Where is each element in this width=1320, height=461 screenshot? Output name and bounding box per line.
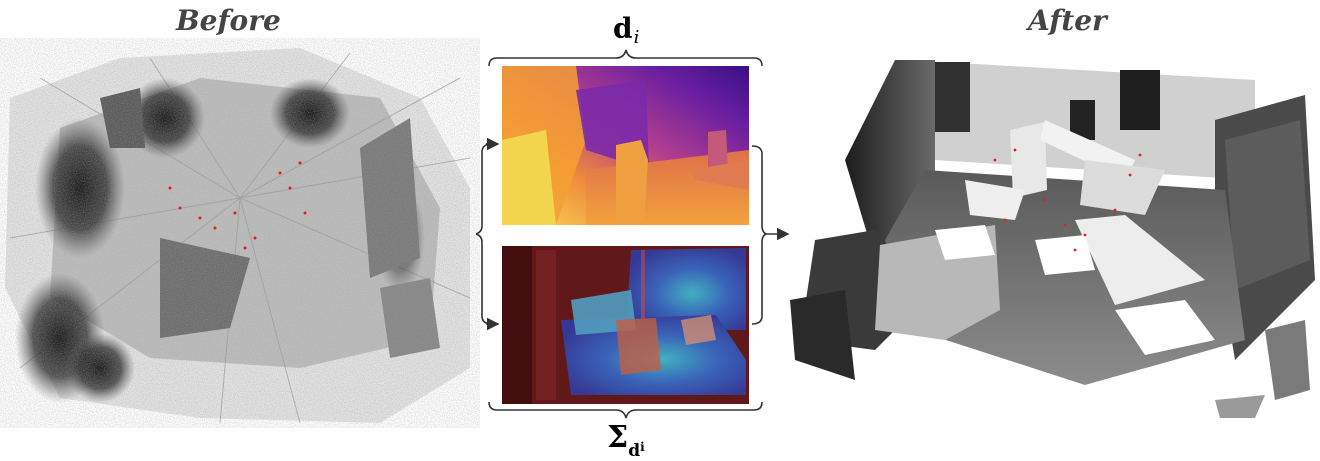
depth-label: di: [613, 12, 640, 48]
top-bracket: [488, 49, 763, 67]
center-diagram: [473, 0, 796, 455]
uncertainty-label: Σdi: [607, 420, 645, 461]
left-input-bracket: [473, 143, 493, 325]
bottom-bracket: [488, 401, 763, 419]
after-title: After: [1028, 4, 1107, 37]
after-reconstruction-image: [785, 40, 1320, 430]
depth-map-image: [502, 66, 749, 225]
right-output-bracket: [751, 145, 768, 325]
before-title: Before: [176, 4, 281, 37]
before-pointcloud-image: [0, 38, 480, 428]
uncertainty-map-image: [502, 246, 749, 404]
